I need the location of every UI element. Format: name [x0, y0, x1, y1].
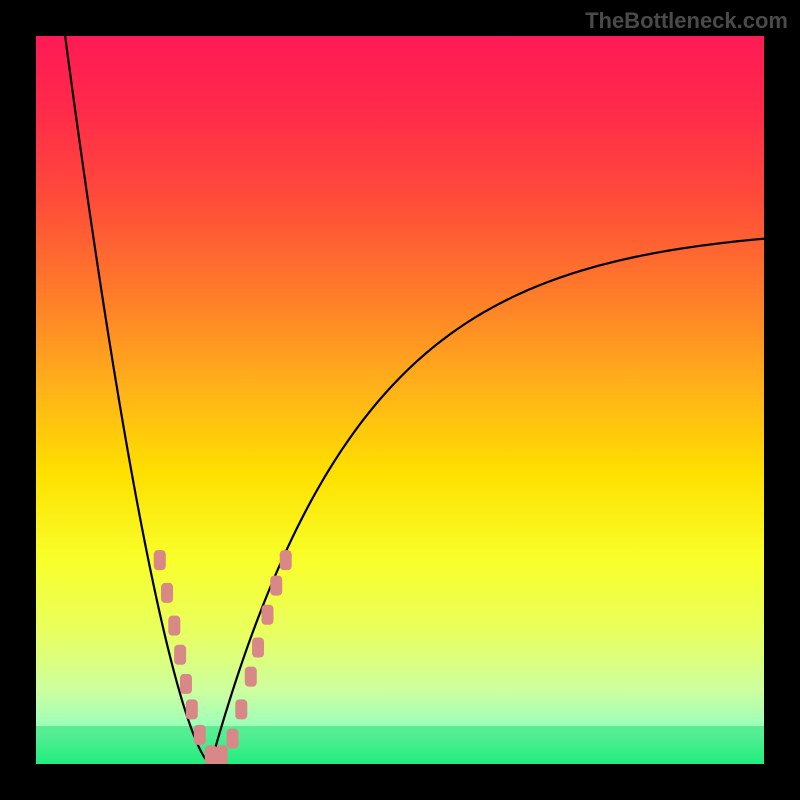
data-marker — [216, 745, 228, 764]
gradient-background — [36, 36, 764, 764]
data-marker — [227, 729, 239, 749]
plot-svg — [36, 36, 764, 764]
data-marker — [245, 667, 257, 687]
chart-frame: TheBottleneck.com — [0, 0, 800, 800]
green-band — [36, 726, 764, 764]
data-marker — [168, 616, 180, 636]
data-marker — [262, 605, 274, 625]
data-marker — [235, 699, 247, 719]
data-marker — [194, 725, 206, 745]
data-marker — [252, 638, 264, 658]
data-marker — [186, 699, 198, 719]
data-marker — [205, 745, 217, 764]
plot-area — [36, 36, 764, 764]
data-marker — [154, 550, 166, 570]
watermark-text: TheBottleneck.com — [585, 8, 788, 34]
data-marker — [174, 645, 186, 665]
data-marker — [280, 550, 292, 570]
data-marker — [180, 674, 192, 694]
data-marker — [270, 576, 282, 596]
data-marker — [161, 583, 173, 603]
